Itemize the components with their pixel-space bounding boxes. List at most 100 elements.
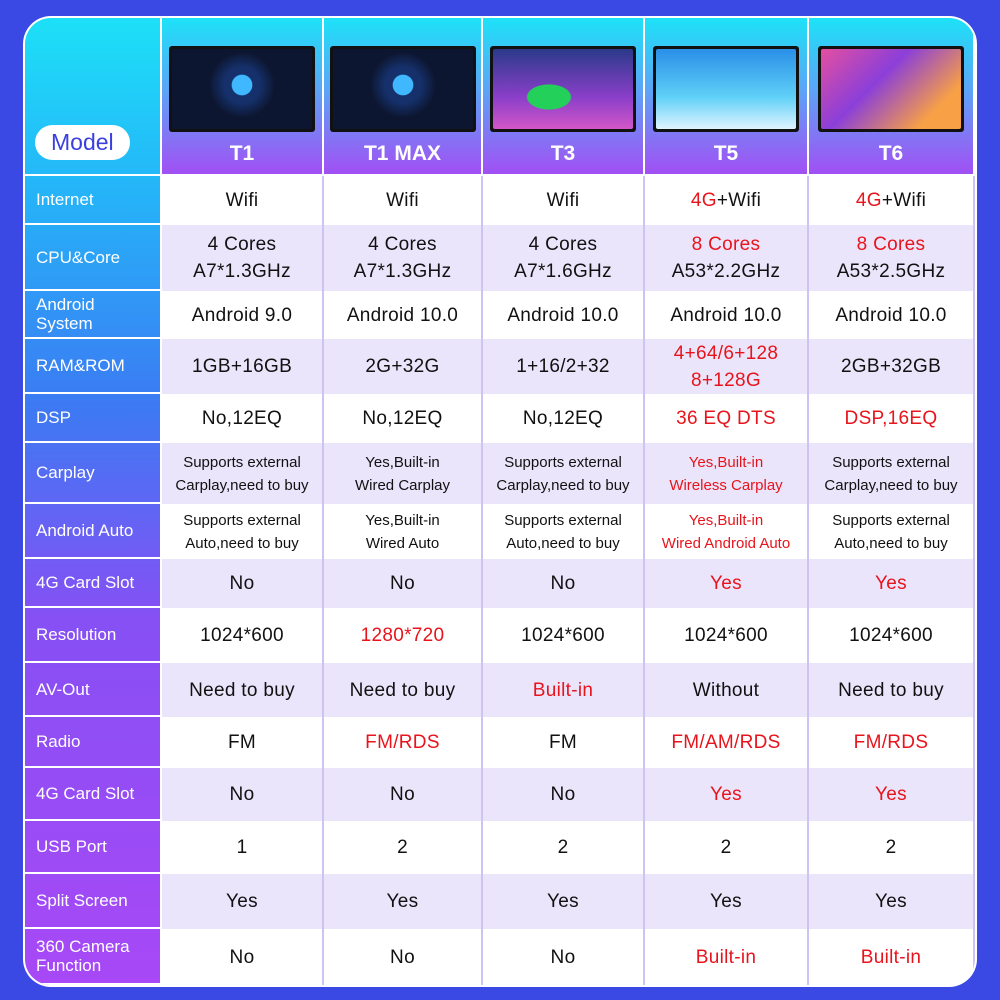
table-cell: Supports external Auto,need to buy — [162, 504, 324, 559]
table-cell: Built-in — [483, 663, 645, 717]
table-cell: 4 Cores A7*1.3GHz — [162, 225, 324, 291]
cell-value: Yes — [710, 784, 742, 805]
row-label: Carplay — [25, 443, 162, 504]
row-label: USB Port — [25, 821, 162, 874]
cell-value: No — [550, 784, 576, 805]
table-cell: Supports external Carplay,need to buy — [809, 443, 975, 504]
cell-value: Built-in — [532, 679, 594, 701]
cell-value: Yes — [710, 573, 742, 594]
cell-value: No,12EQ — [201, 408, 283, 429]
screen-preview — [172, 49, 312, 129]
table-cell: No — [324, 929, 483, 985]
row-label: Radio — [25, 717, 162, 768]
table-cell: Yes,Built-in Wired Android Auto — [645, 504, 809, 559]
table-cell: Yes — [645, 559, 809, 608]
cell-text: +Wifi — [716, 190, 762, 211]
cell-value: 2 — [557, 837, 569, 858]
cell-value: Supports external Auto,need to buy — [183, 511, 301, 552]
cell-value: Supports external Auto,need to buy — [832, 511, 950, 552]
cell-value: Yes,Built-in Wireless Carplay — [669, 453, 783, 494]
cell-text: A53*2.2GHz — [671, 261, 781, 282]
cell-value: 1GB+16GB — [191, 356, 293, 377]
cell-value: 4G+Wifi — [856, 187, 926, 214]
product-name: T6 — [878, 142, 904, 165]
row-label: Internet — [25, 176, 162, 225]
table-cell: Yes — [645, 768, 809, 821]
table-cell: 4 Cores A7*1.6GHz — [483, 225, 645, 291]
table-cell: No — [483, 559, 645, 608]
table-cell: No — [162, 768, 324, 821]
table-cell: Yes — [809, 874, 975, 929]
cell-value: 1024*600 — [521, 625, 605, 646]
row-label: Resolution — [25, 608, 162, 663]
cell-value: FM/RDS — [365, 732, 440, 753]
table-cell: 1GB+16GB — [162, 339, 324, 394]
screen-preview — [821, 49, 961, 129]
row-label: 4G Card Slot — [25, 768, 162, 821]
cell-value: Supports external Auto,need to buy — [504, 511, 622, 552]
cell-value: Wifi — [225, 190, 259, 211]
cell-value: 36 EQ DTS — [676, 408, 776, 429]
cell-value: Android 10.0 — [835, 304, 947, 326]
cell-value: DSP,16EQ — [844, 408, 938, 429]
cell-text: +Wifi — [881, 190, 927, 211]
table-cell: Android 10.0 — [645, 291, 809, 339]
product-header-1: T1 — [162, 18, 324, 176]
table-cell: No — [162, 929, 324, 985]
table-cell: Android 10.0 — [483, 291, 645, 339]
cell-value: 4 Cores A7*1.3GHz — [353, 234, 452, 282]
table-cell: 1024*600 — [483, 608, 645, 663]
table-cell: 4G+Wifi — [809, 176, 975, 225]
cell-value: Yes,Built-in Wired Android Auto — [661, 511, 791, 552]
cell-value: No — [550, 946, 576, 968]
product-image — [653, 46, 799, 132]
cell-value: Need to buy — [349, 679, 456, 701]
table-cell: Yes — [809, 559, 975, 608]
table-cell: Wifi — [483, 176, 645, 225]
row-label: Android Auto — [25, 504, 162, 559]
table-cell: Need to buy — [162, 663, 324, 717]
cell-value: FM/RDS — [853, 732, 929, 753]
table-cell: 1024*600 — [162, 608, 324, 663]
row-label: CPU&Core — [25, 225, 162, 291]
cell-value: Yes — [226, 891, 258, 912]
product-header-5: T6 — [809, 18, 975, 176]
table-cell: 36 EQ DTS — [645, 394, 809, 443]
table-cell: Supports external Auto,need to buy — [809, 504, 975, 559]
product-name: T1 MAX — [363, 142, 441, 165]
table-cell: 4+64/6+128 8+128G — [645, 339, 809, 394]
table-cell: Supports external Auto,need to buy — [483, 504, 645, 559]
table-cell: No — [324, 768, 483, 821]
cell-value: 2 — [720, 837, 732, 858]
highlight-text: 4G — [690, 190, 717, 211]
cell-value: 1280*720 — [360, 625, 445, 646]
cell-value: Wifi — [546, 190, 580, 211]
row-label: Split Screen — [25, 874, 162, 929]
cell-value: Yes — [386, 891, 419, 912]
row-label: Android System — [25, 291, 162, 339]
table-cell: 2 — [809, 821, 975, 874]
cell-value: 2G+32G — [365, 356, 440, 377]
cell-value: 1 — [236, 837, 248, 858]
table-cell: 2 — [324, 821, 483, 874]
cell-value: 1024*600 — [684, 625, 768, 646]
cell-value: No — [390, 784, 415, 805]
highlight-text: 4G — [855, 190, 882, 211]
table-cell: No,12EQ — [162, 394, 324, 443]
cell-value: Yes,Built-in Wired Auto — [365, 511, 440, 552]
cell-value: 1024*600 — [200, 625, 284, 646]
cell-value: No — [390, 573, 415, 594]
cell-value: 1024*600 — [849, 625, 933, 646]
table-cell: 8 Cores A53*2.2GHz — [645, 225, 809, 291]
table-cell: Supports external Carplay,need to buy — [483, 443, 645, 504]
row-label: RAM&ROM — [25, 339, 162, 394]
table-cell: Wifi — [162, 176, 324, 225]
table-cell: Yes,Built-in Wired Carplay — [324, 443, 483, 504]
table-cell: DSP,16EQ — [809, 394, 975, 443]
row-label: 360 Camera Function — [25, 929, 162, 985]
row-label: 4G Card Slot — [25, 559, 162, 608]
table-cell: 4G+Wifi — [645, 176, 809, 225]
table-cell: 4 Cores A7*1.3GHz — [324, 225, 483, 291]
table-cell: FM — [162, 717, 324, 768]
cell-value: No — [229, 784, 255, 805]
